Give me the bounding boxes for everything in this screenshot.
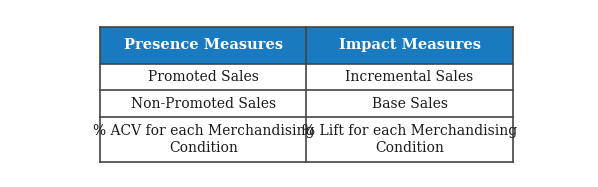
Bar bbox=[307, 90, 512, 117]
Text: Non-Promoted Sales: Non-Promoted Sales bbox=[131, 97, 276, 111]
Text: Incremental Sales: Incremental Sales bbox=[346, 70, 474, 84]
Text: % Lift for each Merchandising
Condition: % Lift for each Merchandising Condition bbox=[302, 124, 517, 155]
Text: Impact Measures: Impact Measures bbox=[338, 38, 481, 52]
Bar bbox=[100, 90, 307, 117]
Text: Presence Measures: Presence Measures bbox=[124, 38, 283, 52]
Bar bbox=[307, 64, 512, 90]
Bar bbox=[100, 27, 307, 64]
Bar bbox=[100, 64, 307, 90]
Text: % ACV for each Merchandising
Condition: % ACV for each Merchandising Condition bbox=[93, 124, 314, 155]
Bar bbox=[307, 117, 512, 162]
Bar bbox=[100, 117, 307, 162]
Bar bbox=[307, 27, 512, 64]
Text: Base Sales: Base Sales bbox=[371, 97, 447, 111]
Text: Promoted Sales: Promoted Sales bbox=[148, 70, 259, 84]
